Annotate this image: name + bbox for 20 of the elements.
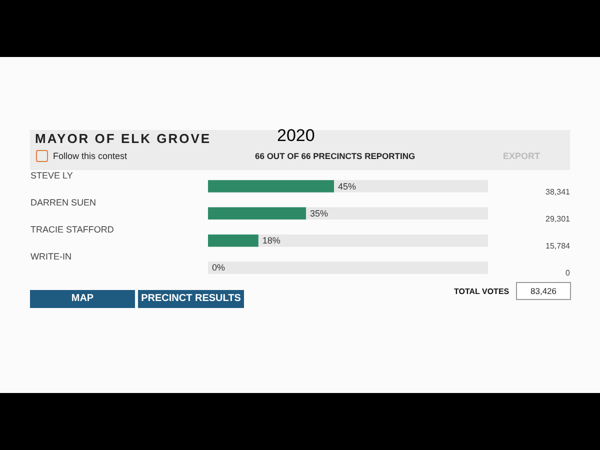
- chart-subtitle: 2020: [277, 126, 315, 146]
- data-label: 45%: [338, 181, 356, 192]
- text: 29,301: [546, 214, 571, 224]
- y-tick-label: TRACIE STAFFORD: [30, 224, 114, 235]
- y-tick-label: DARREN SUEN: [30, 197, 96, 208]
- text: MAP: [30, 290, 135, 308]
- text: PRECINCT RESULTS: [138, 290, 244, 308]
- chart-title: MAYOR OF ELK GROVE: [35, 131, 212, 146]
- y-tick-label: STEVE LY: [30, 170, 73, 180]
- data-label: 18%: [262, 236, 280, 246]
- text: 0: [566, 268, 571, 278]
- text: TOTAL VOTES: [454, 287, 510, 296]
- y-tick-label: WRITE-IN: [30, 252, 72, 262]
- text: 15,784: [546, 242, 571, 251]
- text: Follow this contest: [53, 151, 128, 161]
- data-label: 0%: [212, 262, 226, 273]
- text: 38,341: [546, 187, 571, 196]
- data-label: 35%: [310, 208, 328, 218]
- text: 83,426: [516, 282, 571, 300]
- text: 66 OUT OF 66 PRECINCTS REPORTING: [255, 151, 416, 161]
